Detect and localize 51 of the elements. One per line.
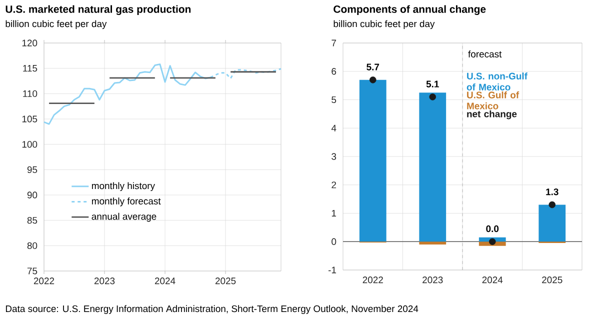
legend-label: monthly history [92,182,155,192]
y-tick-label: 105 [22,116,38,122]
y-tick-label: 5 [332,96,336,104]
data-label: 5.7 [366,64,380,70]
text: U.S. Gulf of Mexico [467,91,520,110]
data-label: 1.3 [546,188,558,196]
legend-label: monthly forecast [92,198,161,206]
point [488,238,496,246]
source-note: Data source: U.S. Energy Information Administration, Short-Term Energy Outlook, November 2024 [6,305,418,314]
x-tick-label: 2022 [34,278,54,284]
y-tick-label: 75 [27,268,38,274]
chart-title: Components of annual change [334,5,486,15]
chart-subtitle: billion cubic feet per day [6,20,107,30]
x-tick-label: 2023 [94,278,115,284]
y-tick-label: 6 [332,68,336,75]
bar [419,92,446,242]
x-tick-label: 2023 [422,276,443,284]
y-tick-label: -1 [328,266,336,274]
bar [419,242,446,244]
text: net change [467,110,517,120]
text: U.S. non-Gulf of Mexico [466,72,528,90]
x-tick-label: 2022 [362,276,383,284]
point [369,76,376,84]
y-tick-label: 7 [332,40,336,46]
y-tick-label: 90 [27,192,38,198]
x-tick-label: 2024 [154,278,176,284]
x-tick-label: 2025 [542,276,562,284]
bar [359,80,386,242]
data-label: 0.0 [486,225,499,232]
chart-title: U.S. marketed natural gas production [6,5,191,15]
y-tick-label: 120 [22,40,38,46]
y-tick-label: 85 [27,216,38,224]
x-tick-label: 2024 [482,276,503,284]
y-tick-label: 4 [331,124,336,132]
legend-label: annual average [92,212,156,222]
y-tick-label: 110 [23,90,38,98]
y-tick-label: 115 [23,65,38,72]
point [548,201,556,208]
chart-subtitle: billion cubic feet per day [334,20,435,30]
x-tick-label: 2025 [215,278,236,284]
y-tick-label: 95 [27,166,38,174]
y-tick-label: 2 [332,182,336,188]
y-tick-label: 1 [332,210,336,217]
ref-line-label: forecast [468,50,502,58]
bar [538,204,566,242]
data-label: 5.1 [426,80,439,88]
y-tick-label: 3 [332,153,336,160]
y-tick-label: 80 [27,242,38,250]
y-tick-label: 0 [332,238,336,245]
y-tick-label: 100 [22,140,38,148]
point [429,94,436,100]
